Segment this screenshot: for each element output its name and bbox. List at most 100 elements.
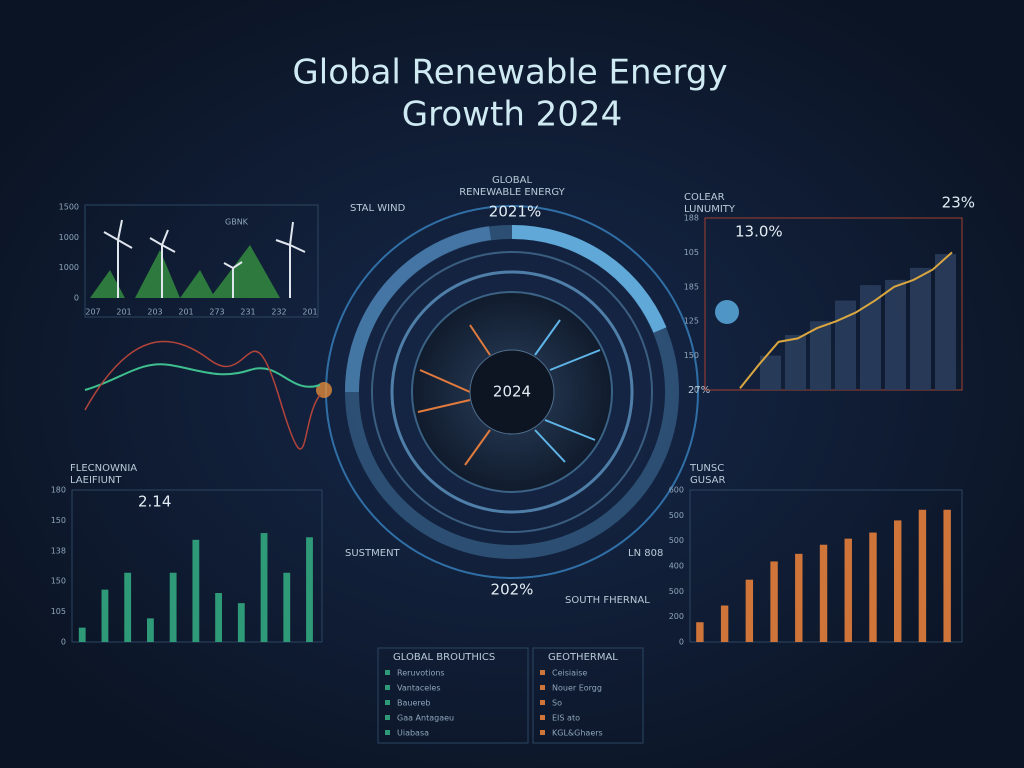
bar xyxy=(869,532,877,642)
dial-value: 202% xyxy=(491,581,534,599)
panel-caption: LAEIFIUNT xyxy=(70,475,122,486)
title: Growth 2024 xyxy=(402,95,622,135)
y-tick-label: 188 xyxy=(684,214,699,223)
bar xyxy=(770,561,778,642)
bar xyxy=(844,538,852,642)
y-tick-label: 600 xyxy=(669,486,684,495)
bar xyxy=(283,572,291,642)
legend-row: So xyxy=(552,699,562,708)
y-tick-label: 500 xyxy=(669,511,684,520)
y-tick-label: 200 xyxy=(669,612,684,621)
panel-value: 2.14 xyxy=(138,493,171,511)
x-label: 207 xyxy=(85,308,100,317)
bar xyxy=(260,533,268,642)
bar xyxy=(192,539,200,642)
bar xyxy=(860,285,881,390)
legend-swatch xyxy=(540,715,545,720)
wave xyxy=(84,363,321,391)
y-tick-label: 150 xyxy=(51,577,66,586)
y-tick-label: 180 xyxy=(51,486,66,495)
legend-swatch xyxy=(385,685,390,690)
dial-caption: SOUTH FHERNAL xyxy=(565,595,650,606)
dial-caption: SUSTMENT xyxy=(345,548,401,559)
panel-caption: TUNSC xyxy=(689,463,724,474)
bar xyxy=(78,627,86,642)
legend-row: EIS ato xyxy=(552,714,580,723)
x-label: 231 xyxy=(240,308,255,317)
turbines xyxy=(103,219,306,298)
bar xyxy=(918,509,927,642)
y-tick-label: 0 xyxy=(74,294,79,303)
x-label: 203 xyxy=(147,308,162,317)
x-label: 201 xyxy=(302,308,317,317)
bar xyxy=(745,579,754,642)
bar xyxy=(720,605,729,642)
x-label: 232 xyxy=(271,308,286,317)
dial-value: 27% xyxy=(688,385,710,396)
y-tick-label: 500 xyxy=(669,587,684,596)
legend-swatch xyxy=(540,700,545,705)
legend-row: Nouer Eorgg xyxy=(552,684,602,693)
y-tick-label: 150 xyxy=(51,516,66,525)
panel-caption: FLECNOWNIA xyxy=(70,463,137,474)
x-label: 201 xyxy=(116,308,131,317)
legend-title: GLOBAL BROUTHICS xyxy=(393,652,495,663)
bar xyxy=(101,589,109,642)
x-label: 273 xyxy=(209,308,224,317)
bar xyxy=(894,520,902,642)
legend-swatch xyxy=(385,730,390,735)
bar xyxy=(237,603,245,642)
dial-caption: LN 808 xyxy=(628,548,663,559)
y-tick-label: 150 xyxy=(684,351,699,360)
bar xyxy=(169,572,177,642)
line xyxy=(739,251,953,389)
legend-row: Bauereb xyxy=(397,699,431,708)
dial-caption: STAL WIND xyxy=(350,203,406,214)
wave xyxy=(84,340,321,450)
y-tick-label: 0 xyxy=(694,386,699,395)
node xyxy=(715,300,739,324)
title: Global Renewable Energy xyxy=(292,53,727,93)
panel-value: 23% xyxy=(942,194,975,212)
panel-value: 13.0% xyxy=(735,223,783,241)
panel-caption: GBNK xyxy=(225,218,249,227)
bar xyxy=(810,321,831,390)
bar xyxy=(760,355,781,390)
y-tick-label: 185 xyxy=(684,282,699,291)
legend-row: Uiabasa xyxy=(397,729,429,738)
legend-swatch xyxy=(540,730,545,735)
legend-row: Vantaceles xyxy=(397,684,441,693)
dial-caption: RENEWABLE ENERGY xyxy=(459,187,565,198)
y-tick-label: 138 xyxy=(51,546,66,555)
bar xyxy=(795,553,803,642)
x-label: 201 xyxy=(178,308,193,317)
dial-value: 2021% xyxy=(489,203,541,221)
bar xyxy=(215,593,222,642)
y-tick-label: 1500 xyxy=(59,203,79,212)
node xyxy=(316,382,332,398)
bar xyxy=(785,334,806,390)
bar xyxy=(885,279,906,390)
legend-row: KGL&Ghaers xyxy=(552,729,603,738)
legend-row: Reruvotions xyxy=(397,669,445,678)
bar xyxy=(935,254,956,390)
y-tick-label: 500 xyxy=(669,536,684,545)
bar xyxy=(835,300,856,390)
legend-swatch xyxy=(385,700,390,705)
y-tick-label: 105 xyxy=(51,607,66,616)
y-tick-label: 1000 xyxy=(59,263,79,272)
panel-caption: COLEAR xyxy=(684,192,725,203)
bar xyxy=(124,572,132,642)
bar xyxy=(819,544,828,642)
bar xyxy=(696,622,704,642)
bar xyxy=(306,537,313,642)
legend-row: Ceisiaise xyxy=(552,669,587,678)
dial-center: 2024 xyxy=(493,383,531,401)
legend-row: Gaa Antagaeu xyxy=(397,714,454,723)
legend-swatch xyxy=(385,715,390,720)
y-tick-label: 1000 xyxy=(59,233,79,242)
y-tick-label: 105 xyxy=(684,248,699,257)
panel-caption: LUNUMITY xyxy=(684,204,736,215)
